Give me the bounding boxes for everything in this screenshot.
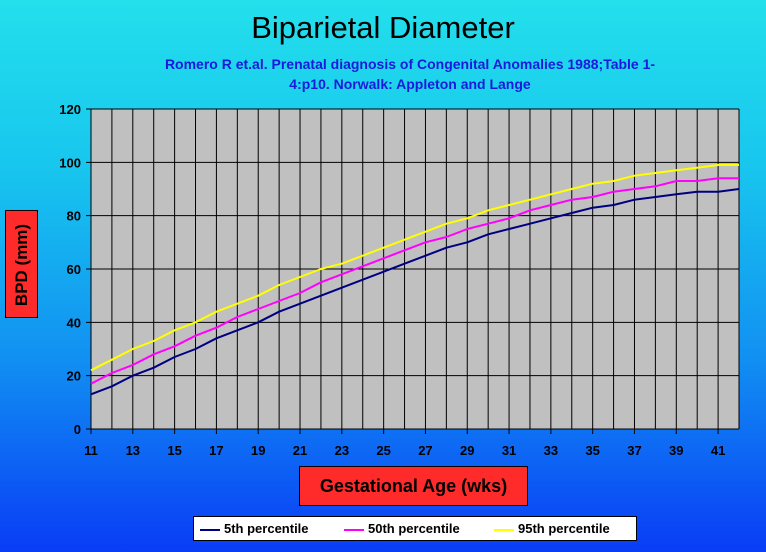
legend-label-5th: 5th percentile [224, 521, 309, 536]
y-tick-label: 0 [74, 422, 81, 437]
x-tick-label: 13 [126, 443, 140, 458]
legend: 5th percentile 50th percentile 95th perc… [193, 516, 637, 541]
x-axis-label: Gestational Age (wks) [299, 466, 528, 506]
y-tick-label: 100 [59, 155, 81, 170]
x-tick-label: 37 [627, 443, 641, 458]
x-tick-label: 15 [167, 443, 181, 458]
series-line-95th [90, 164, 739, 372]
chart-title: Biparietal Diameter [251, 10, 515, 45]
legend-item-95th: 95th percentile [494, 517, 610, 540]
y-tick-label: 20 [67, 369, 81, 384]
chart-subtitle: Romero R et.al. Prenatal diagnosis of Co… [120, 54, 700, 94]
x-tick-label: 19 [251, 443, 265, 458]
y-axis-label-box: BPD (mm) [5, 210, 38, 318]
legend-swatch-5th [200, 528, 220, 531]
x-tick-label: 21 [293, 443, 307, 458]
y-tick-label: 120 [59, 102, 81, 117]
x-tick-label: 29 [460, 443, 474, 458]
y-tick-label: 60 [67, 262, 81, 277]
x-tick-label: 33 [544, 443, 558, 458]
x-tick-label: 17 [209, 443, 223, 458]
x-tick-label: 39 [669, 443, 683, 458]
y-tick-label: 40 [67, 315, 81, 330]
x-tick-label: 25 [376, 443, 390, 458]
y-axis-label: BPD (mm) [12, 223, 31, 307]
legend-swatch-95th [494, 528, 514, 531]
subtitle-line-1: Romero R et.al. Prenatal diagnosis of Co… [164, 56, 656, 72]
legend-item-5th: 5th percentile [200, 517, 309, 540]
x-tick-label: 11 [84, 443, 98, 458]
x-tick-label: 31 [502, 443, 516, 458]
series-line-5th [90, 188, 740, 396]
x-tick-label: 23 [335, 443, 349, 458]
y-tick-label: 80 [67, 209, 81, 224]
legend-item-50th: 50th percentile [344, 517, 460, 540]
legend-label-95th: 95th percentile [518, 521, 610, 536]
x-tick-label: 27 [418, 443, 432, 458]
legend-swatch-50th [344, 528, 364, 531]
legend-label-50th: 50th percentile [368, 521, 460, 536]
subtitle-line-2: 4:p10. Norwalk: Appleton and Lange [289, 76, 531, 92]
x-tick-label: 35 [585, 443, 599, 458]
series-line-50th [90, 177, 739, 385]
x-tick-label: 41 [711, 443, 725, 458]
